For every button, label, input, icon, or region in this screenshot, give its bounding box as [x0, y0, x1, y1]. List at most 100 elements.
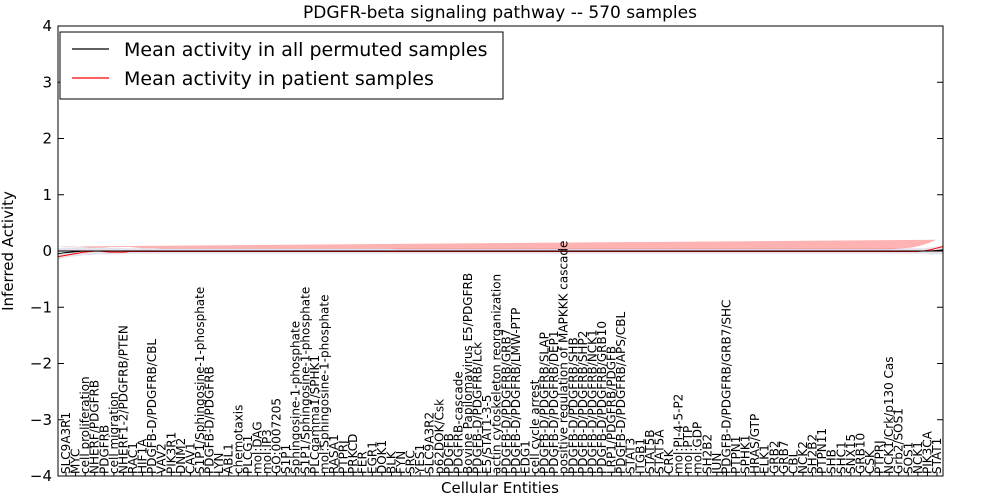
entity-label: chemotaxis	[231, 405, 245, 474]
y-tick-label: −2	[30, 355, 52, 373]
y-tick-label: −3	[30, 411, 52, 429]
y-tick-label: 4	[42, 17, 52, 35]
entity-label: PIK3CA	[920, 430, 934, 474]
entity-label: FYN	[394, 451, 408, 474]
entity-label: SRC	[404, 450, 418, 474]
entity-label: cell proliferation	[78, 376, 92, 474]
entity-label: PDGFB-D/PDGFRB/GRB7	[499, 329, 513, 474]
y-tick-label: 1	[42, 186, 52, 204]
y-tick-label: 2	[42, 130, 52, 148]
entity-label: STAT1	[930, 438, 944, 474]
entity-label: LRP1/PDGFRB/PDGFB	[605, 346, 619, 474]
entity-label: mol:PTP	[681, 426, 695, 474]
entity-label: positive regulation of MAPKKK cascade	[557, 241, 571, 474]
x-axis-label: Cellular Entities	[441, 479, 559, 497]
entity-label: S1P1/Sphingosine-1-phosphate	[193, 287, 207, 474]
entity-label: SOS1	[901, 442, 915, 474]
entity-label: SPHK1	[739, 435, 753, 474]
entity-label: CSK	[863, 449, 877, 474]
entity-label: GRB2	[767, 440, 781, 474]
entity-label: VAV2	[155, 443, 169, 474]
entity-label: SLC9A3R1	[59, 412, 73, 474]
entity-label: PDGFB-D/PDGFRB/SLAP	[538, 332, 552, 474]
entity-label: ELK1	[758, 444, 772, 474]
entity-label: PTPN1	[729, 436, 743, 474]
entity-label: RASA1	[327, 434, 341, 474]
entity-label: GO:0007205	[270, 398, 284, 474]
y-tick-label: −4	[30, 467, 52, 485]
entity-label: ABL1	[222, 443, 236, 474]
entity-label: mol:IP3	[260, 429, 274, 474]
entity-label: PDGFB-D/PDGFRB/Lck	[471, 342, 485, 474]
entity-label: PDGFB-D/PDGFRB/GRB10	[595, 321, 609, 474]
entity-label: NCK2	[796, 441, 810, 474]
entity-label: PRKCD	[346, 434, 360, 474]
entity-label: mol:PI-4-5-P2	[672, 394, 686, 474]
entity-label: mol:GDP	[691, 422, 705, 474]
entity-label: SNX15	[844, 434, 858, 474]
y-tick-label: 3	[42, 73, 52, 91]
series-line-patient	[57, 246, 944, 258]
band-permuted	[58, 245, 943, 260]
chart-title: PDGFR-beta signaling pathway -- 570 samp…	[303, 3, 697, 23]
entity-label: DNM2	[174, 438, 188, 474]
entity-label: PDGFRB	[97, 425, 111, 474]
entity-label: NHERF/PDGFRB	[88, 380, 102, 474]
entity-label: S1P1	[279, 444, 293, 474]
entity-label: PDGFB-D/PDGFRB/APS/CBL	[614, 311, 628, 474]
entity-label: STAT3	[624, 438, 638, 474]
entity-label: GRB7	[777, 440, 791, 474]
entity-label: MYC	[69, 449, 83, 474]
entity-label: PIK3R1	[164, 432, 178, 474]
entity-label: RAC1	[126, 442, 140, 474]
entity-label: BLK	[384, 450, 398, 474]
entity-label: EGR1	[365, 441, 379, 474]
entity-label: Bovine Papilomavirus E5/PDGFRB	[461, 273, 475, 474]
entity-label: NHERF1-2/PDGFRB/PTEN	[116, 325, 130, 474]
entity-label: PLCgamma1/SPHK1	[308, 355, 322, 474]
entity-label: SLC9A3R2	[423, 412, 437, 474]
entity-label: PDGFB-D/PDGFRB/CBL	[145, 339, 159, 474]
entity-label: Sphingosine-1-phosphate	[289, 321, 303, 474]
entity-label: GRB10	[853, 433, 867, 474]
entity-label: EDG1	[518, 440, 532, 474]
entity-label: PDGFB-D/PDGFRB/SHB	[566, 337, 580, 474]
y-tick-label: 0	[42, 242, 52, 260]
entity-label: HRAS/GTP	[748, 414, 762, 474]
entity-label: NCK1/Crk/p130 Cas	[882, 356, 896, 474]
entity-label: PDGFB-D/PDGFRB/LMW-PTP	[509, 308, 523, 474]
entity-label: CAV1	[183, 442, 197, 474]
entity-label: SH2B2	[806, 434, 820, 474]
entity-label: PDGFB	[442, 433, 456, 474]
entity-label: LYN	[212, 453, 226, 474]
entity-label: FER	[356, 451, 370, 474]
entity-label: PLCG1	[241, 435, 255, 474]
entity-label: S1P1/Sphingosine-1-phosphate	[298, 287, 312, 474]
entity-label: CBL	[786, 450, 800, 474]
entity-label: PDGFB-D/PDGFRB/DEP1	[547, 330, 561, 474]
entity-label: PDGFB-D/PDGFRB/GRB7/SHC	[719, 300, 733, 474]
entity-label: PDGFRB-cascade	[451, 371, 465, 474]
entity-label: PTPRJ	[337, 440, 351, 474]
entity-label: SHC1	[834, 441, 848, 474]
entity-label: mol:DAG	[250, 421, 264, 474]
entity-label: p62DOK/Csk	[432, 399, 446, 474]
entity-label: SH2B2	[700, 434, 714, 474]
x-axis	[65, 472, 938, 476]
band-layer	[58, 239, 943, 260]
entity-label: CRK	[662, 448, 676, 474]
entity-label: YES1	[413, 444, 427, 475]
entity-label: mol:Sphingosine-1-phosphate	[317, 295, 331, 475]
entity-label: PDGFB-D/PDGFRB/NCK1	[585, 329, 599, 474]
entity-label: PTPN11	[815, 428, 829, 474]
y-tick-label: −1	[30, 298, 52, 316]
entity-label: STAT5B	[643, 430, 657, 475]
legend-label-permuted: Mean activity in all permuted samples	[124, 39, 487, 61]
entity-label: STAT5A	[652, 429, 666, 474]
legend-label-patient: Mean activity in patient samples	[124, 68, 434, 90]
entity-label: actin cytoskeleton reorganization	[490, 274, 504, 474]
entity-label: ITGB1	[633, 438, 647, 474]
entity-label: PDGFB-D/PDGFRB/SHP2	[576, 331, 590, 474]
